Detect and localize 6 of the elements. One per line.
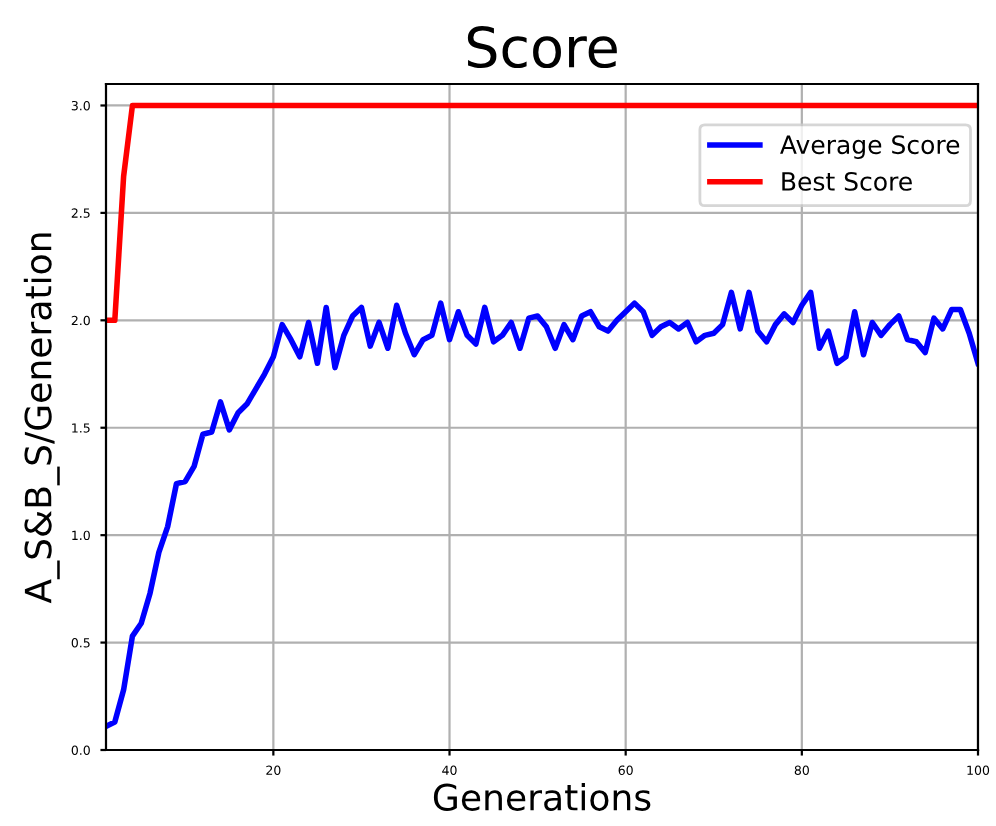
line-series <box>106 289 978 730</box>
legend-label: Average Score <box>780 135 960 159</box>
y-axis-title: A_S&B_S/Generation <box>23 233 60 604</box>
x-axis-title: Generations <box>433 782 651 811</box>
legend-label: Best Score <box>782 171 912 191</box>
chart-title: Score <box>467 26 617 69</box>
